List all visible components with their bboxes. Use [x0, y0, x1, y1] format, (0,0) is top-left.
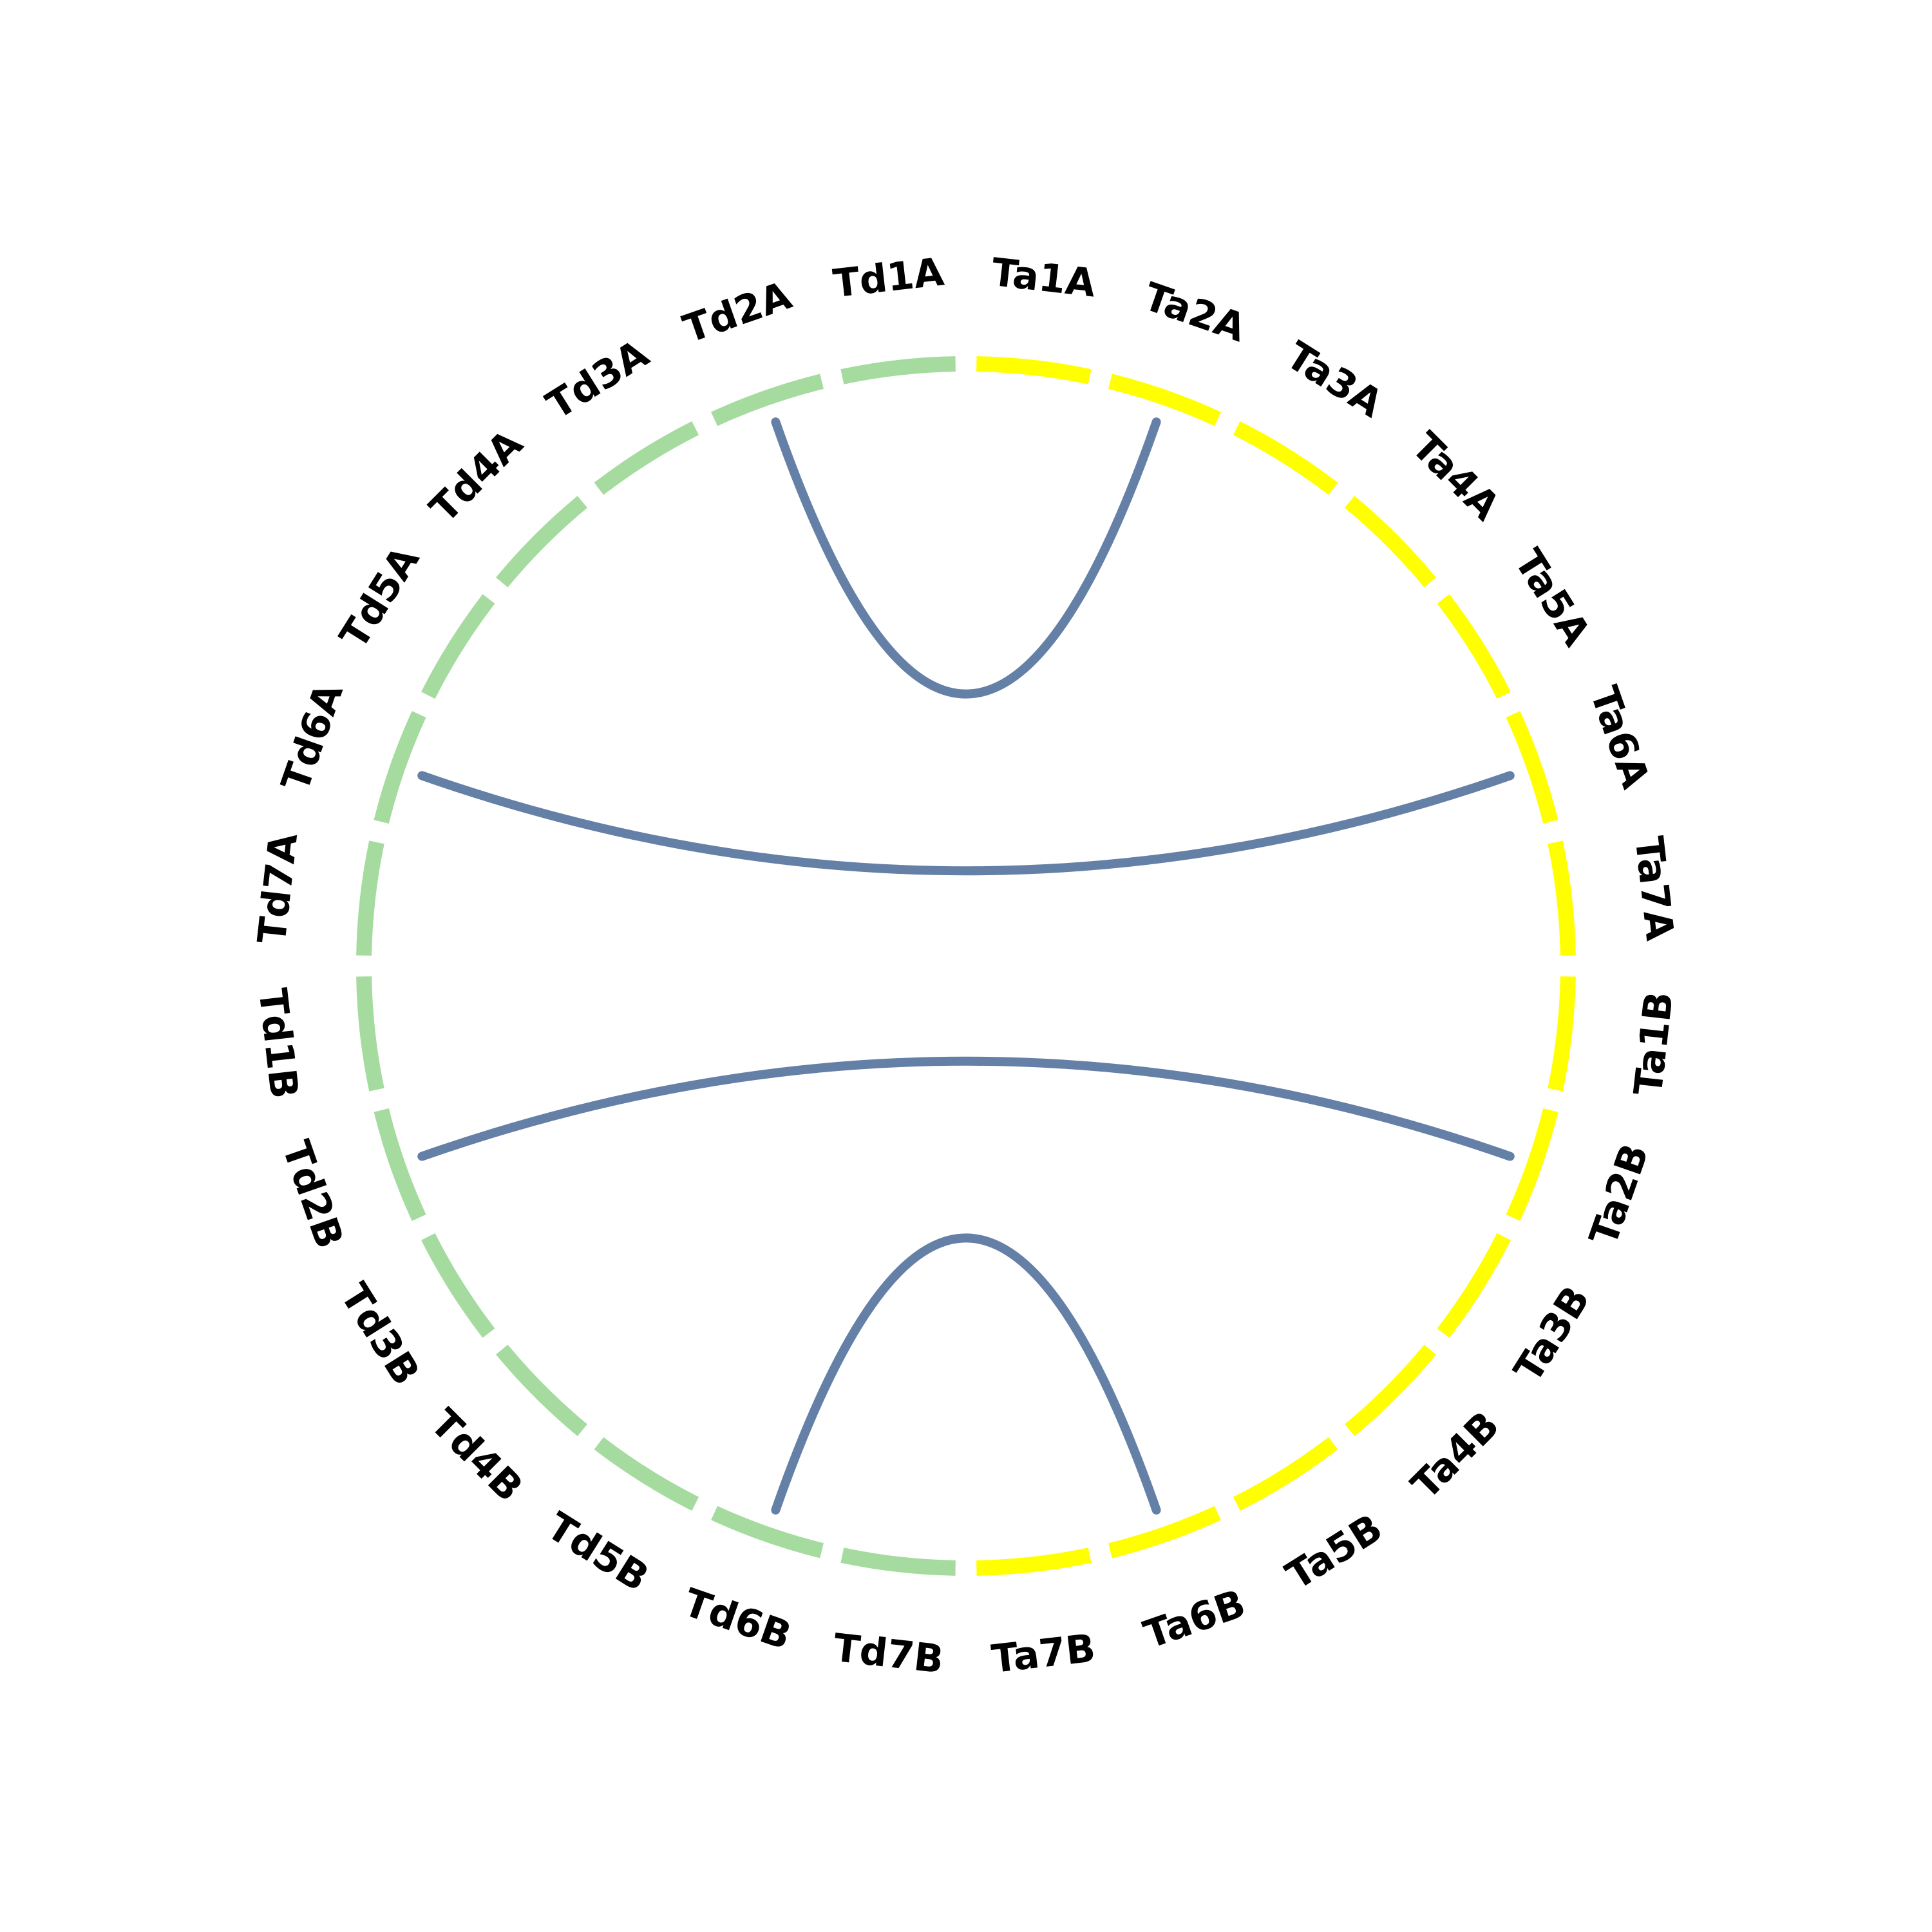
segment-label-ta7b: Ta7B — [989, 1625, 1097, 1682]
segment-td4b — [496, 1344, 588, 1436]
segment-ta2a — [1108, 374, 1221, 426]
segment-td6b — [711, 1506, 824, 1558]
segment-label-ta4a: Ta4A — [1403, 424, 1508, 529]
segment-label-ta7a: Ta7A — [1625, 834, 1682, 943]
segment-td5a — [421, 594, 495, 699]
segment-label-td3a: Td3A — [539, 331, 657, 428]
segment-td6a — [374, 711, 426, 824]
segment-label-ta1a: Ta1A — [989, 250, 1098, 307]
segment-label-td5a: Td5A — [331, 538, 428, 656]
ring-layer — [356, 356, 1576, 1576]
segment-td7b — [840, 1548, 956, 1576]
segment-td5b — [594, 1437, 699, 1511]
segment-ta4b — [1344, 1344, 1436, 1436]
segment-ta6a — [1506, 711, 1558, 824]
segment-label-td4a: Td4A — [421, 421, 532, 532]
segment-td3a — [594, 421, 699, 495]
segment-ta5a — [1437, 594, 1511, 699]
segment-label-td7b: Td7B — [831, 1625, 946, 1683]
segment-label-ta5b: Ta5B — [1278, 1506, 1390, 1599]
segment-label-td7a: Td7A — [249, 831, 307, 946]
segment-td1b — [356, 976, 384, 1092]
segment-label-td6a: Td6A — [273, 677, 352, 797]
segment-label-td5b: Td5B — [539, 1504, 656, 1600]
segment-td3b — [421, 1233, 495, 1338]
segment-label-ta2b: Ta2B — [1581, 1138, 1658, 1251]
segment-label-td6b: Td6B — [678, 1580, 797, 1659]
link-td6a-ta6a — [417, 771, 1515, 876]
segment-label-td1a: Td1A — [831, 249, 946, 307]
segment-label-ta1b: Ta1B — [1625, 989, 1682, 1097]
segment-ta2b — [1506, 1108, 1558, 1221]
segment-ta3b — [1437, 1233, 1511, 1338]
links-layer — [417, 417, 1515, 1515]
segment-label-ta6b: Ta6B — [1138, 1581, 1251, 1658]
segment-label-td3b: Td3B — [332, 1276, 428, 1393]
segment-td7a — [356, 840, 384, 956]
segment-ta1b — [1548, 976, 1576, 1092]
segment-label-ta3b: Ta3B — [1506, 1278, 1599, 1390]
segment-td1a — [840, 356, 956, 384]
link-td6b-ta6b — [771, 1233, 1161, 1515]
segment-td4a — [496, 496, 588, 588]
segment-ta6b — [1108, 1506, 1221, 1558]
segment-label-ta5a: Ta5A — [1506, 542, 1600, 654]
segment-td2a — [711, 374, 824, 426]
segment-label-ta6a: Ta6A — [1581, 681, 1658, 794]
segment-label-td2b: Td2B — [273, 1135, 352, 1255]
segment-label-ta2a: Ta2A — [1138, 274, 1251, 352]
segment-ta7a — [1548, 840, 1576, 956]
segment-label-td2a: Td2A — [677, 273, 797, 352]
segment-label-ta3a: Ta3A — [1278, 333, 1391, 427]
link-td2b-ta2b — [417, 1056, 1515, 1161]
segment-ta7b — [976, 1548, 1092, 1576]
segment-ta3a — [1233, 421, 1338, 495]
segment-label-td1b: Td1B — [249, 986, 307, 1101]
segment-ta5b — [1233, 1437, 1338, 1511]
segment-label-td4b: Td4B — [422, 1401, 532, 1511]
segment-td2b — [374, 1108, 426, 1221]
link-td2a-ta2a — [771, 417, 1161, 699]
segment-ta4a — [1344, 496, 1436, 588]
segment-ta1a — [976, 356, 1092, 384]
segment-label-ta4b: Ta4B — [1403, 1403, 1508, 1508]
